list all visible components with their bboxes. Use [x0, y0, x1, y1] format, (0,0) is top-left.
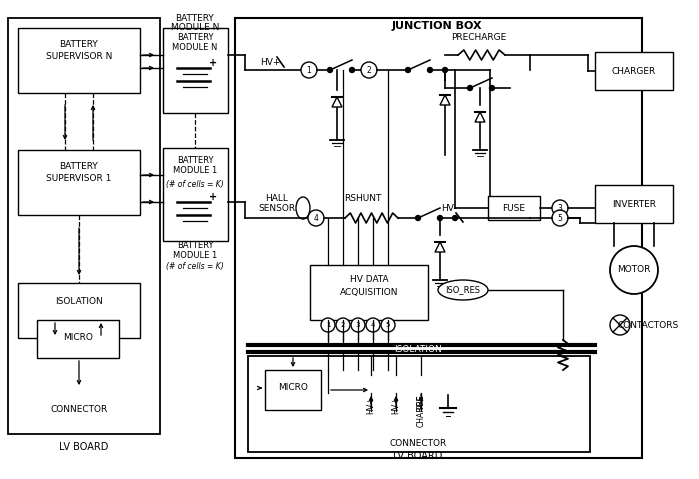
Text: CHARGER: CHARGER: [612, 67, 656, 76]
Circle shape: [361, 62, 377, 78]
Circle shape: [301, 62, 317, 78]
Text: CONNECTOR: CONNECTOR: [50, 406, 108, 414]
Text: BATTERY: BATTERY: [177, 156, 213, 164]
Bar: [310, 265, 428, 320]
Text: ISOLATION: ISOLATION: [394, 344, 442, 354]
Text: HV+: HV+: [366, 396, 375, 414]
Text: 3: 3: [356, 322, 360, 328]
Text: HV+: HV+: [260, 57, 280, 67]
Circle shape: [610, 315, 630, 335]
Polygon shape: [475, 112, 485, 122]
Text: RSHUNT: RSHUNT: [345, 194, 382, 203]
Text: 3: 3: [558, 204, 563, 213]
Text: INVERTER: INVERTER: [612, 199, 656, 208]
Text: 2: 2: [366, 66, 371, 75]
Bar: [163, 148, 228, 241]
Text: MODULE 1: MODULE 1: [173, 166, 217, 174]
Text: PRE-: PRE-: [417, 391, 426, 409]
Text: 5: 5: [558, 214, 563, 223]
Bar: [595, 52, 673, 90]
Polygon shape: [435, 242, 445, 252]
Circle shape: [468, 85, 473, 91]
Bar: [248, 356, 590, 452]
Circle shape: [381, 318, 395, 332]
Bar: [163, 28, 228, 113]
Text: JUNCTION BOX: JUNCTION BOX: [391, 21, 482, 31]
Circle shape: [552, 200, 568, 216]
Text: LV BOARD: LV BOARD: [394, 451, 442, 461]
Text: SUPERVISOR N: SUPERVISOR N: [46, 52, 112, 60]
Text: 1: 1: [326, 322, 330, 328]
Text: 5: 5: [386, 322, 390, 328]
Bar: [18, 150, 140, 215]
Circle shape: [328, 68, 333, 72]
Text: PRECHARGE: PRECHARGE: [452, 33, 507, 42]
Text: HV DATA: HV DATA: [350, 275, 389, 285]
Text: ACQUISITION: ACQUISITION: [340, 287, 398, 297]
Ellipse shape: [438, 280, 488, 300]
Circle shape: [336, 318, 350, 332]
Circle shape: [321, 318, 335, 332]
Text: BATTERY: BATTERY: [59, 161, 99, 171]
Text: HALL: HALL: [266, 194, 289, 203]
Circle shape: [452, 216, 458, 220]
Text: +: +: [209, 192, 217, 202]
Bar: [8, 18, 160, 434]
Circle shape: [428, 68, 433, 72]
Text: BATTERY: BATTERY: [175, 13, 215, 23]
Bar: [18, 28, 140, 93]
Bar: [488, 196, 540, 220]
Circle shape: [350, 68, 354, 72]
Text: 4: 4: [314, 214, 319, 223]
Text: BATTERY: BATTERY: [59, 39, 99, 48]
Text: LV BOARD: LV BOARD: [59, 442, 108, 452]
Text: (# of cells = K): (# of cells = K): [166, 262, 224, 272]
Circle shape: [415, 216, 421, 220]
Text: (# of cells = K): (# of cells = K): [166, 180, 224, 189]
Text: CONNECTOR: CONNECTOR: [389, 438, 447, 447]
Polygon shape: [440, 95, 450, 105]
Text: +: +: [209, 58, 217, 68]
Ellipse shape: [296, 197, 310, 219]
Text: BATTERY: BATTERY: [177, 33, 213, 42]
Text: CHARGE: CHARGE: [417, 395, 426, 427]
Bar: [235, 18, 642, 458]
Text: HV-: HV-: [441, 204, 457, 213]
Text: SUPERVISOR 1: SUPERVISOR 1: [46, 173, 112, 182]
Text: ISO_RES: ISO_RES: [445, 285, 480, 295]
Text: BATTERY: BATTERY: [177, 240, 213, 250]
Circle shape: [610, 246, 658, 294]
Text: MODULE 1: MODULE 1: [173, 251, 217, 260]
Text: MICRO: MICRO: [278, 384, 308, 392]
Bar: [37, 320, 119, 358]
Circle shape: [552, 210, 568, 226]
Circle shape: [438, 216, 442, 220]
Text: FUSE: FUSE: [503, 204, 526, 213]
Text: 2: 2: [341, 322, 345, 328]
Text: HV+: HV+: [391, 396, 401, 414]
Text: SENSOR: SENSOR: [259, 204, 296, 213]
Circle shape: [351, 318, 365, 332]
Text: 1: 1: [307, 66, 311, 75]
Circle shape: [489, 85, 494, 91]
Circle shape: [308, 210, 324, 226]
Circle shape: [405, 68, 410, 72]
Text: MODULE N: MODULE N: [171, 23, 219, 32]
Text: MOTOR: MOTOR: [617, 265, 651, 274]
Bar: [18, 283, 140, 338]
Circle shape: [366, 318, 380, 332]
Polygon shape: [332, 97, 342, 107]
Text: CONTACTORS: CONTACTORS: [617, 320, 679, 330]
Circle shape: [442, 68, 447, 72]
Bar: [265, 370, 321, 410]
Text: MODULE N: MODULE N: [173, 43, 217, 52]
Bar: [595, 185, 673, 223]
Text: 4: 4: [370, 322, 375, 328]
Text: ISOLATION: ISOLATION: [55, 297, 103, 307]
Text: MICRO: MICRO: [63, 332, 93, 342]
